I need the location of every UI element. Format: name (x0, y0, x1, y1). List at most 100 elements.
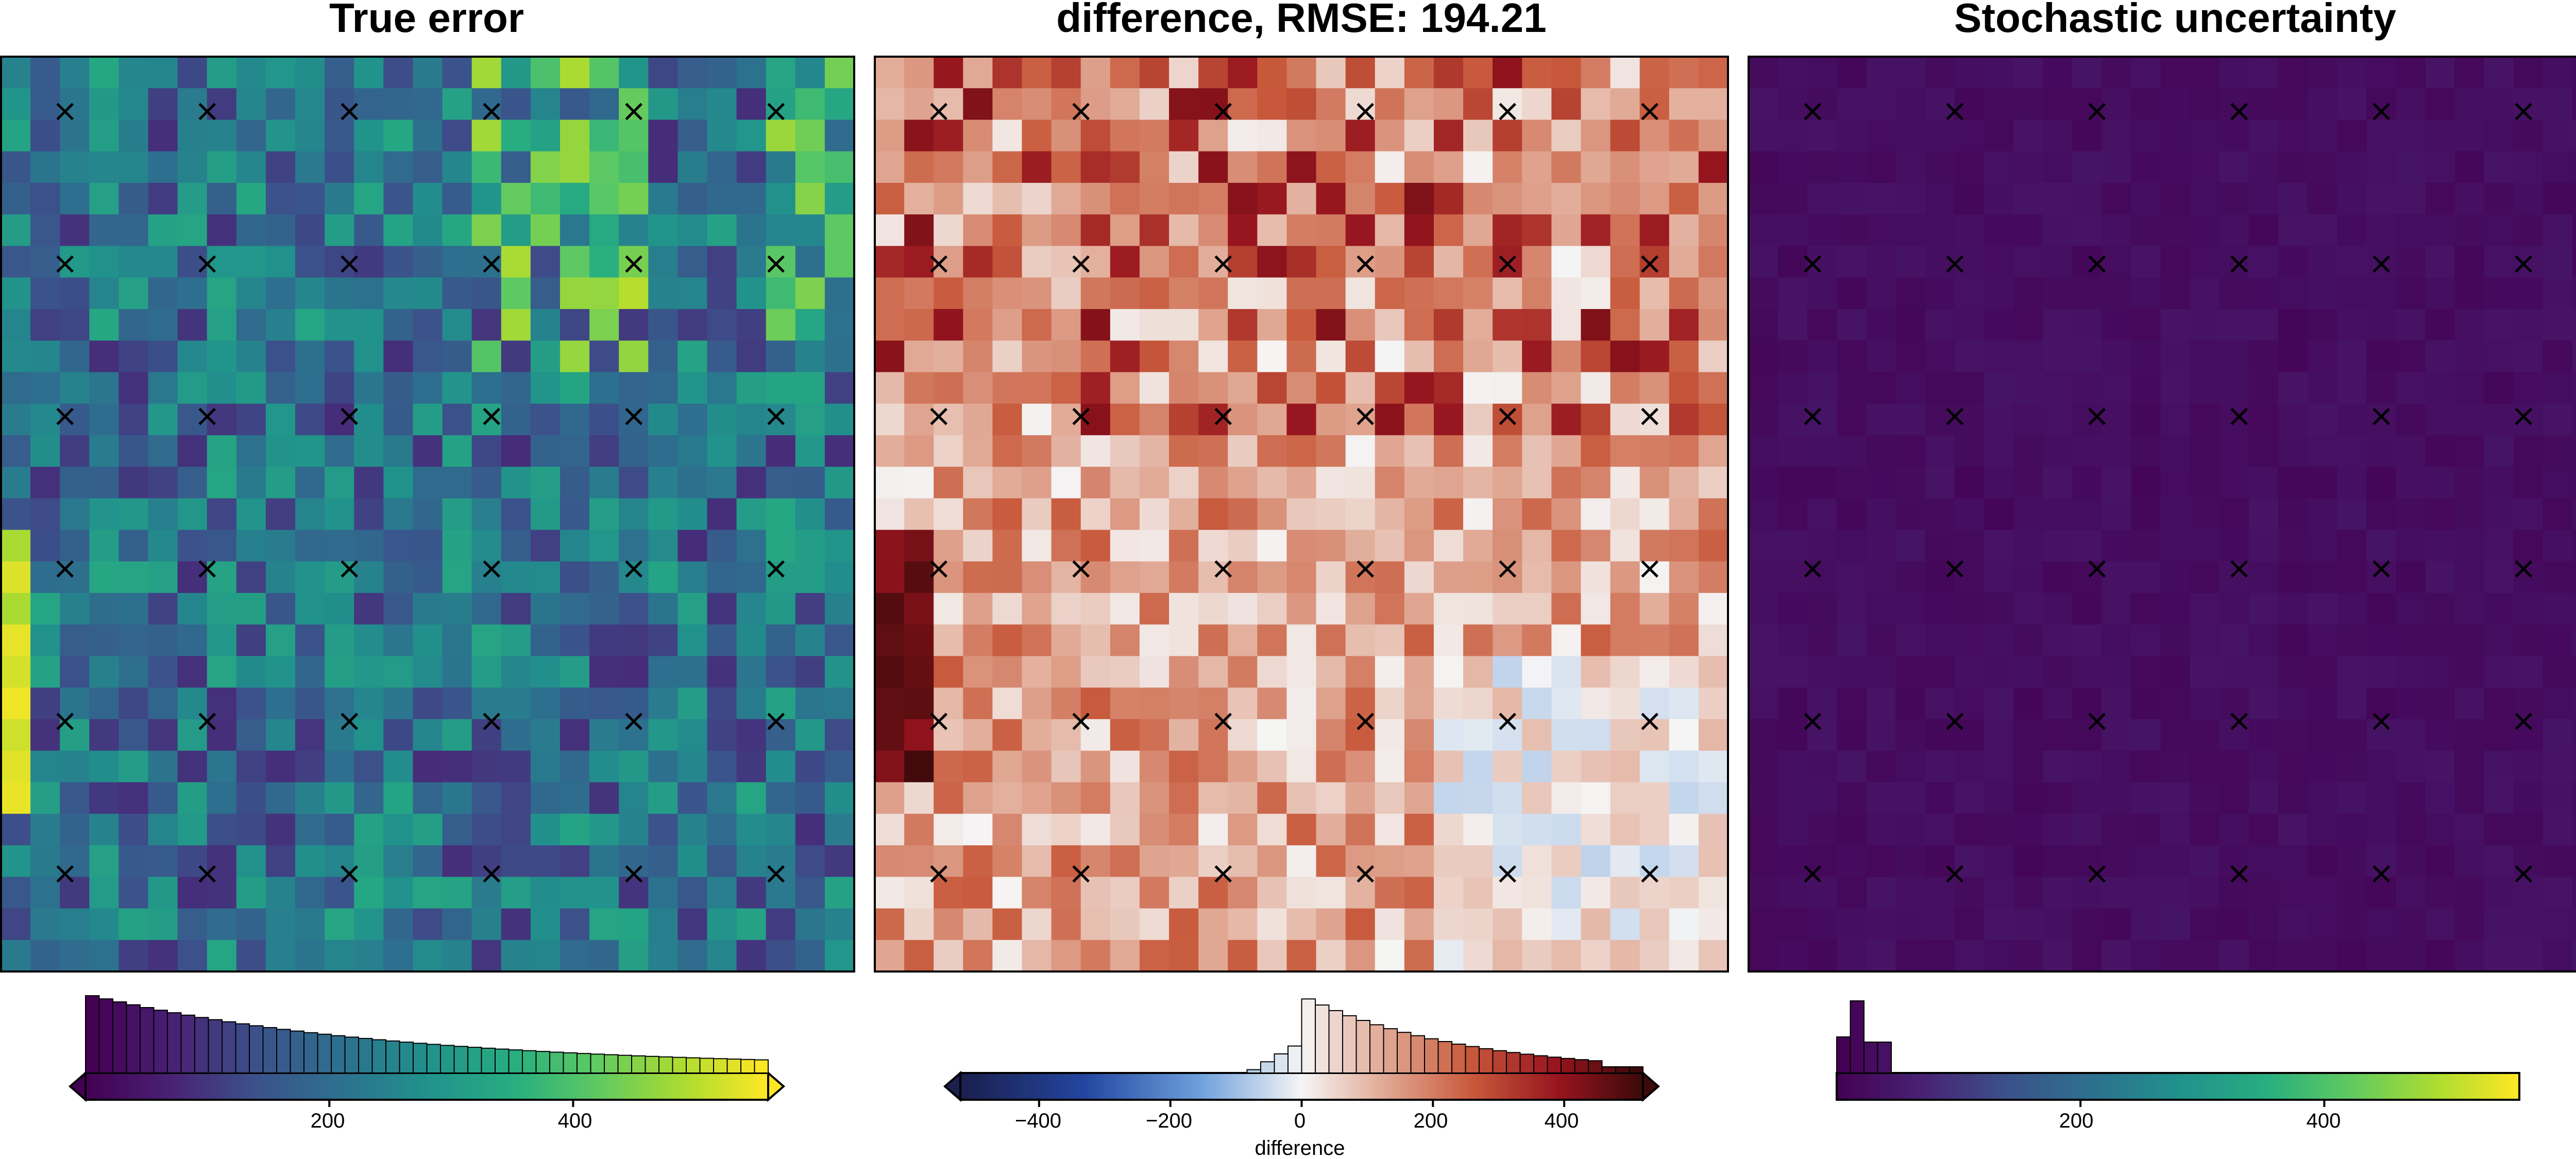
heatmap-cell (2307, 435, 2337, 467)
heatmap-cell (736, 782, 767, 814)
heatmap-cell (413, 88, 443, 121)
heatmap-cell (1581, 57, 1611, 89)
heatmap-cell (795, 845, 825, 878)
heatmap-cell (2248, 340, 2279, 373)
heatmap-cell (354, 908, 384, 941)
colorbar-segment (1380, 1073, 1384, 1100)
colorbar-segment (1942, 1073, 1946, 1100)
colorbar-segment (580, 1073, 585, 1100)
heatmap-cell (1169, 656, 1199, 688)
heatmap-cell (736, 624, 767, 657)
heatmap-cell (442, 940, 472, 972)
heatmap-cell (2102, 940, 2132, 972)
heatmap-cell (325, 435, 355, 467)
heatmap-cell (2425, 940, 2455, 972)
heatmap-cell (383, 561, 414, 593)
heatmap-cell (2102, 151, 2132, 183)
heatmap-cell (824, 845, 855, 878)
heatmap-cell (2307, 561, 2337, 593)
heatmap-cell (619, 782, 649, 814)
colorbar-segment (2243, 1073, 2247, 1100)
heatmap-cell (560, 845, 590, 878)
heatmap-cell (2043, 908, 2073, 941)
heatmap-cell (1837, 877, 1867, 909)
heatmap-cell (1257, 719, 1287, 752)
heatmap-cell (2131, 151, 2161, 183)
heatmap-cell (501, 182, 531, 215)
colorbar-segment (1383, 1073, 1387, 1100)
heatmap-cell (1345, 813, 1376, 846)
heatmap-cell (1493, 751, 1523, 783)
colorbar-extend-high (767, 1070, 786, 1102)
heatmap-cell (118, 498, 149, 531)
heatmap-cell (1954, 340, 1985, 373)
heatmap-cell (1404, 877, 1434, 909)
heatmap-cell (295, 309, 325, 341)
heatmap-cell (1837, 940, 1867, 972)
heatmap-cell (1022, 246, 1052, 278)
heatmap-cell (1493, 340, 1523, 373)
heatmap-cell (148, 120, 178, 152)
heatmap-cell (60, 561, 90, 593)
heatmap-cell (589, 908, 619, 941)
colorbar-segment (2471, 1073, 2476, 1100)
heatmap-cell (1895, 845, 1926, 878)
heatmap-cell (1866, 214, 1896, 247)
heatmap-cell (177, 940, 208, 972)
heatmap-cell (795, 719, 825, 752)
heatmap-cell (619, 246, 649, 278)
colorbar-segment (212, 1073, 216, 1100)
heatmap-cell (1110, 751, 1140, 783)
colorbar-segment (2512, 1073, 2517, 1100)
heatmap-cell (1493, 182, 1523, 215)
heatmap-cell (1198, 57, 1229, 89)
heatmap-cell (1551, 277, 1582, 310)
heatmap-cell (589, 719, 619, 752)
heatmap-cell (1080, 498, 1111, 531)
heatmap-cell (2013, 940, 2043, 972)
heatmap-cell (2072, 751, 2103, 783)
colorbar-segment (1182, 1073, 1187, 1100)
colorbar-segment (1561, 1073, 1565, 1100)
heatmap-cell (1139, 498, 1170, 531)
histogram-bar (153, 1010, 168, 1074)
heatmap-cell (1778, 877, 1808, 909)
heatmap-cell (1, 687, 31, 720)
heatmap-cell (295, 277, 325, 310)
heatmap-cell (560, 687, 590, 720)
colorbar-segment (1076, 1073, 1080, 1100)
colorbar-segment (1602, 1073, 1606, 1100)
heatmap-cell (442, 845, 472, 878)
histogram-bar (399, 1042, 414, 1074)
colorbar-segment (1551, 1073, 1555, 1100)
heatmap-cell (1954, 246, 1985, 278)
colorbar-segment (1970, 1073, 1974, 1100)
marker-x (1804, 407, 1821, 425)
heatmap-cell (648, 687, 679, 720)
heatmap-cell (2278, 214, 2308, 247)
heatmap-cell (619, 309, 649, 341)
heatmap-cell (1954, 877, 1985, 909)
heatmap-cell (1984, 687, 2014, 720)
heatmap-cell (992, 88, 1023, 121)
colorbar-segment (1377, 1073, 1381, 1100)
heatmap-cell (148, 687, 178, 720)
marker-x (767, 103, 785, 121)
heatmap-cell (1080, 530, 1111, 562)
heatmap-cell (2484, 435, 2514, 467)
heatmap-cell (177, 782, 208, 814)
colorbar-segment (2215, 1073, 2219, 1100)
heatmap-cell (442, 309, 472, 341)
marker-x (767, 560, 785, 578)
heatmap-cell (1895, 403, 1926, 436)
heatmap-cell (501, 656, 531, 688)
colorbar-segment (413, 1073, 417, 1100)
heatmap-cell (1169, 751, 1199, 783)
heatmap-cell (1925, 782, 1955, 814)
marker-x (341, 865, 358, 883)
heatmap-cell (963, 908, 993, 941)
heatmap-cell (2219, 435, 2249, 467)
heatmap-cell (736, 214, 767, 247)
heatmap-cell (2278, 120, 2308, 152)
heatmap-cell (1139, 435, 1170, 467)
